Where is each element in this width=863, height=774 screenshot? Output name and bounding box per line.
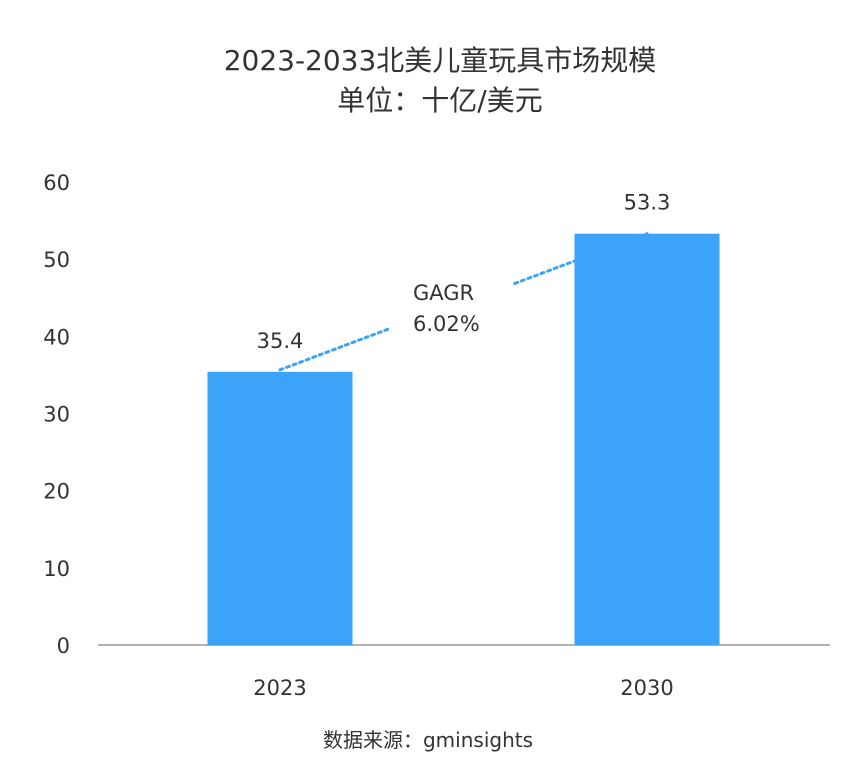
cagr-label: GAGR: [413, 281, 474, 305]
growth-line-segment: [513, 232, 649, 285]
source-note: 数据来源：gminsights: [323, 728, 533, 752]
y-tick-label: 50: [43, 248, 70, 272]
data-label: 35.4: [257, 329, 304, 353]
chart-title: 2023-2033北美儿童玩具市场规模: [224, 44, 657, 77]
y-tick-label: 60: [43, 171, 70, 195]
chart-subtitle: 单位：十亿/美元: [337, 84, 542, 117]
data-label: 53.3: [624, 191, 671, 215]
y-tick-label: 20: [43, 480, 70, 504]
y-tick-label: 0: [57, 634, 70, 658]
bar-2030: [574, 233, 720, 645]
growth-line-segment: [278, 326, 392, 372]
y-tick-label: 40: [43, 325, 70, 349]
y-tick-label: 30: [43, 403, 70, 427]
y-tick-label: 10: [43, 557, 70, 581]
x-tick-label: 2023: [253, 676, 306, 700]
bar-2023: [207, 371, 353, 645]
x-tick-label: 2030: [620, 676, 673, 700]
cagr-value: 6.02%: [413, 312, 480, 336]
